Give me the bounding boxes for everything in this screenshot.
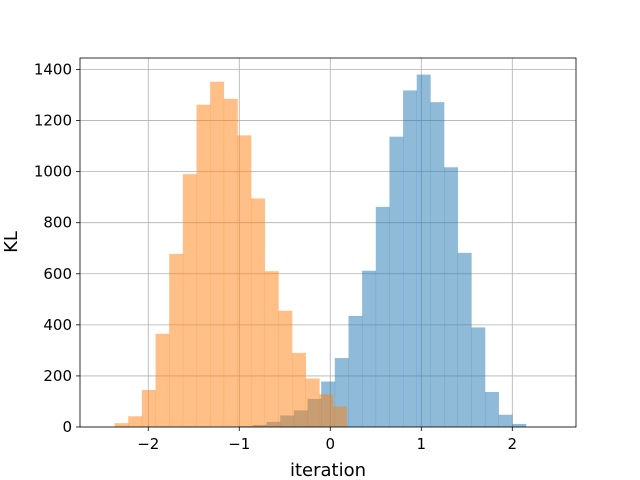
histogram-bar bbox=[169, 253, 184, 427]
histogram-bar bbox=[498, 414, 513, 427]
histogram-bar bbox=[457, 252, 472, 427]
histogram-bar bbox=[444, 167, 458, 427]
histogram-bar bbox=[389, 136, 404, 427]
histogram-bar bbox=[333, 406, 347, 427]
x-axis-label: iteration bbox=[290, 460, 366, 480]
histogram-bar bbox=[319, 394, 334, 427]
histogram-bar bbox=[128, 416, 143, 427]
y-tick-label: 1000 bbox=[34, 163, 72, 181]
y-tick-label: 0 bbox=[62, 418, 72, 436]
histogram-bar bbox=[141, 389, 156, 427]
plot-frame bbox=[79, 57, 577, 428]
y-tick-label: 600 bbox=[43, 265, 72, 283]
x-axis-ticks: −2 −1 0 1 2 bbox=[137, 427, 517, 453]
y-axis-ticks: 0 200 400 600 800 1000 1200 1400 bbox=[34, 60, 80, 436]
y-axis-label: KL bbox=[1, 231, 22, 253]
x-tick-label: 2 bbox=[508, 435, 518, 453]
x-tick-label: −1 bbox=[228, 435, 250, 453]
histogram-series-2 bbox=[114, 81, 347, 428]
histogram-bar bbox=[251, 198, 266, 427]
plot-background bbox=[80, 58, 576, 427]
x-tick-label: 0 bbox=[326, 435, 336, 453]
histogram-bar bbox=[155, 333, 170, 427]
histogram-bar bbox=[305, 378, 320, 427]
histogram-bar bbox=[512, 423, 527, 427]
histogram-bar bbox=[182, 174, 197, 427]
histogram-bar bbox=[278, 310, 293, 427]
histogram-series-1 bbox=[239, 74, 527, 427]
histogram-bar bbox=[362, 270, 377, 427]
y-tick-label: 1200 bbox=[34, 112, 72, 130]
histogram-bar bbox=[375, 206, 390, 427]
histogram-bar bbox=[210, 81, 225, 428]
x-tick-label: 1 bbox=[417, 435, 427, 453]
histogram-bar bbox=[471, 327, 486, 427]
histogram-bars bbox=[114, 74, 527, 428]
histogram-bar bbox=[237, 135, 252, 427]
y-tick-label: 1400 bbox=[34, 60, 72, 78]
histogram-bar bbox=[114, 423, 129, 427]
histogram-bar bbox=[196, 104, 211, 427]
histogram-bar bbox=[348, 315, 363, 427]
y-tick-label: 400 bbox=[43, 316, 72, 334]
histogram-bar bbox=[416, 74, 431, 427]
histogram-bar bbox=[264, 271, 279, 427]
y-tick-label: 200 bbox=[43, 367, 72, 385]
x-tick-label: −2 bbox=[137, 435, 159, 453]
histogram-bar bbox=[403, 90, 418, 427]
histogram-bar bbox=[430, 102, 445, 427]
histogram-bar bbox=[223, 98, 238, 428]
histogram-bar bbox=[484, 392, 499, 427]
y-tick-label: 800 bbox=[43, 214, 72, 232]
histogram-bar bbox=[292, 352, 307, 427]
